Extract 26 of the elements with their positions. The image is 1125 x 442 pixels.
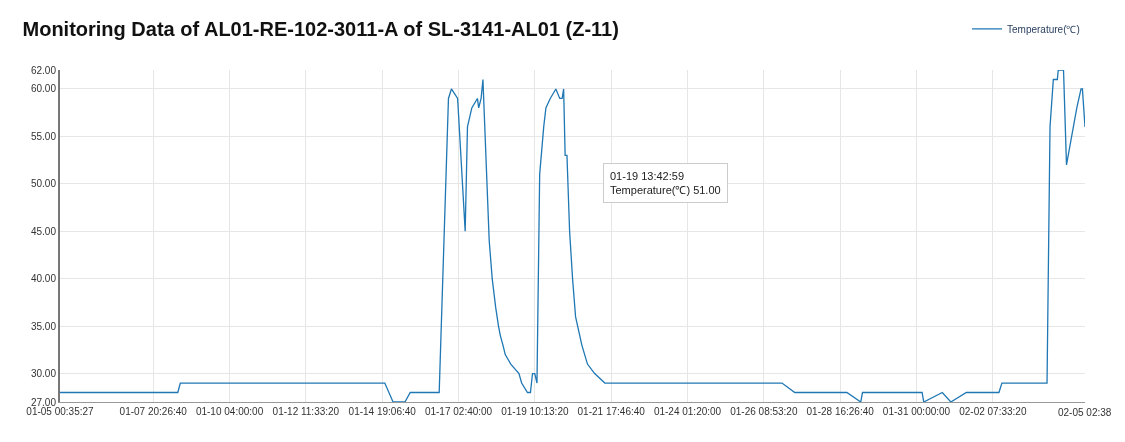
- y-tick-label: 55.00: [30, 130, 57, 142]
- x-tick-label: 01-21 17:46:40: [577, 406, 646, 417]
- x-tick-label: 02-05 02:38: [1058, 407, 1112, 418]
- x-tick-label: 01-14 19:06:40: [348, 406, 417, 417]
- x-tick-label: 01-26 08:53:20: [730, 406, 798, 417]
- x-tick-label: 01-12 11:33:20: [272, 406, 340, 417]
- x-tick-label: 01-05 00:35:27: [26, 406, 95, 417]
- y-tick-label: 50.00: [30, 178, 57, 190]
- x-tick-label: 01-28 16:26:40: [806, 406, 875, 417]
- y-tick-label: 62.00: [30, 64, 57, 76]
- x-tick-label: 01-10 04:00:00: [195, 406, 264, 417]
- annotation: 01-19 13:42:59 Temperature(℃) 51.00: [610, 170, 721, 197]
- y-tick-label: 27.00: [30, 396, 57, 408]
- x-tick-label: 02-02 07:33:20: [959, 406, 1027, 417]
- y-tick-label: 45.00: [30, 225, 57, 237]
- y-tick-label: 40.00: [30, 273, 57, 285]
- chart-title: Monitoring Data of AL01-RE-102-3011-A of SL-3141-AL01 (Z-11): [22, 18, 619, 41]
- y-tick-label: 30.00: [30, 368, 57, 380]
- x-tick-label: 01-19 10:13:20: [501, 406, 569, 417]
- y-tick-label: 60.00: [30, 83, 57, 95]
- x-tick-label: 01-24 01:20:00: [653, 406, 722, 417]
- y-tick-label: 35.00: [30, 320, 57, 332]
- x-tick-label: 01-07 20:26:40: [119, 406, 188, 417]
- legend-label: Temperature(℃): [1007, 23, 1080, 35]
- x-tick-label: 01-17 02:40:00: [424, 406, 493, 417]
- x-tick-label: 01-31 00:00:00: [882, 406, 951, 417]
